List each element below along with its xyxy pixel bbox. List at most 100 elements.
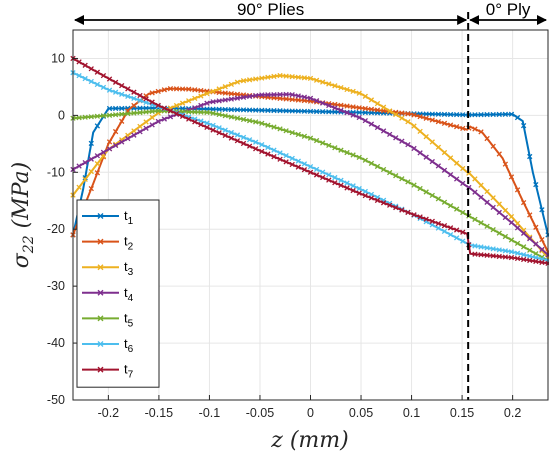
legend-label: t5 bbox=[124, 310, 134, 329]
series-marker bbox=[240, 78, 247, 84]
series-marker bbox=[350, 104, 356, 110]
series-marker bbox=[423, 111, 429, 117]
series-marker bbox=[210, 106, 216, 112]
series-marker bbox=[131, 89, 137, 95]
series-marker bbox=[161, 87, 168, 93]
series-marker bbox=[94, 123, 101, 129]
series-marker bbox=[253, 76, 259, 82]
series-marker bbox=[112, 142, 119, 149]
series-marker bbox=[520, 199, 527, 206]
series-marker bbox=[301, 94, 308, 100]
series-marker bbox=[173, 102, 180, 109]
series-marker bbox=[320, 174, 326, 181]
series-marker bbox=[192, 109, 198, 115]
series-marker bbox=[320, 100, 326, 106]
series-marker bbox=[368, 97, 375, 103]
series-marker bbox=[368, 160, 375, 166]
series-marker bbox=[192, 87, 198, 93]
series-marker bbox=[533, 241, 539, 247]
series-marker bbox=[246, 107, 253, 113]
legend-label: t7 bbox=[124, 362, 134, 381]
series-marker bbox=[533, 224, 539, 230]
series-marker bbox=[88, 168, 94, 175]
series-marker bbox=[222, 97, 228, 103]
series-marker bbox=[338, 84, 344, 91]
series-marker bbox=[387, 108, 393, 114]
series-marker bbox=[362, 117, 368, 124]
series-marker bbox=[533, 258, 539, 265]
series-marker bbox=[143, 125, 149, 131]
series-marker bbox=[508, 254, 515, 261]
legend-item-t3: t3 bbox=[82, 259, 134, 278]
series-marker bbox=[234, 91, 241, 97]
series-marker bbox=[155, 88, 161, 95]
series-marker bbox=[167, 114, 174, 120]
legend-label: t2 bbox=[124, 234, 134, 253]
series-marker bbox=[265, 144, 271, 151]
series-marker bbox=[289, 92, 295, 98]
series-marker bbox=[514, 187, 521, 193]
legend-marker bbox=[97, 315, 104, 322]
series-marker bbox=[179, 100, 186, 106]
series-marker bbox=[216, 125, 222, 131]
series-marker bbox=[94, 170, 101, 176]
series-marker bbox=[326, 102, 332, 109]
series-marker bbox=[253, 146, 259, 152]
region-label: 0° Ply bbox=[486, 0, 531, 19]
series-marker bbox=[447, 202, 454, 209]
series-marker bbox=[313, 137, 320, 144]
legend-item-t6: t6 bbox=[82, 336, 134, 355]
series-marker bbox=[277, 72, 283, 79]
series-marker bbox=[539, 207, 545, 213]
series-marker bbox=[387, 131, 393, 138]
series-marker bbox=[399, 110, 405, 116]
region-label: 90° Plies bbox=[237, 0, 304, 19]
series-marker bbox=[472, 126, 478, 132]
series-marker bbox=[246, 137, 253, 143]
series-marker bbox=[179, 113, 186, 120]
series-marker bbox=[533, 181, 539, 188]
series-marker bbox=[301, 133, 308, 139]
series-marker bbox=[216, 86, 222, 92]
x-tick-label: 0.2 bbox=[504, 406, 521, 420]
series-marker bbox=[356, 114, 362, 121]
series-marker bbox=[490, 204, 496, 211]
series-marker bbox=[484, 245, 490, 251]
series-marker bbox=[149, 99, 155, 105]
series-marker bbox=[271, 73, 277, 80]
series-t7 bbox=[70, 55, 549, 267]
series-marker bbox=[508, 249, 515, 255]
series-marker bbox=[119, 139, 125, 145]
series-marker bbox=[179, 86, 186, 92]
series-marker bbox=[441, 111, 448, 118]
series-marker bbox=[240, 94, 247, 100]
series-marker bbox=[228, 81, 234, 88]
series-marker bbox=[88, 66, 94, 72]
series-marker bbox=[423, 154, 429, 160]
series-marker bbox=[362, 105, 368, 112]
series-marker bbox=[514, 225, 521, 231]
series-marker bbox=[356, 190, 362, 196]
series-marker bbox=[435, 225, 442, 231]
series-marker bbox=[259, 107, 265, 113]
series-marker bbox=[204, 109, 210, 116]
series-marker bbox=[447, 171, 454, 178]
series-marker bbox=[393, 204, 399, 211]
series-marker bbox=[283, 73, 289, 79]
series-marker bbox=[399, 115, 405, 121]
series-marker bbox=[453, 176, 460, 182]
series-marker bbox=[484, 111, 490, 118]
series-marker bbox=[417, 113, 423, 120]
series-marker bbox=[441, 120, 448, 127]
series-marker bbox=[82, 62, 88, 68]
series-marker bbox=[210, 99, 216, 105]
series-marker bbox=[374, 197, 381, 204]
series-marker bbox=[508, 111, 515, 117]
series-marker bbox=[374, 163, 381, 170]
series-marker bbox=[502, 111, 509, 118]
series-marker bbox=[387, 202, 393, 208]
series-marker bbox=[82, 176, 88, 183]
x-axis-label: z (mm) bbox=[270, 428, 348, 453]
series-marker bbox=[198, 102, 204, 109]
series-marker bbox=[344, 110, 350, 116]
